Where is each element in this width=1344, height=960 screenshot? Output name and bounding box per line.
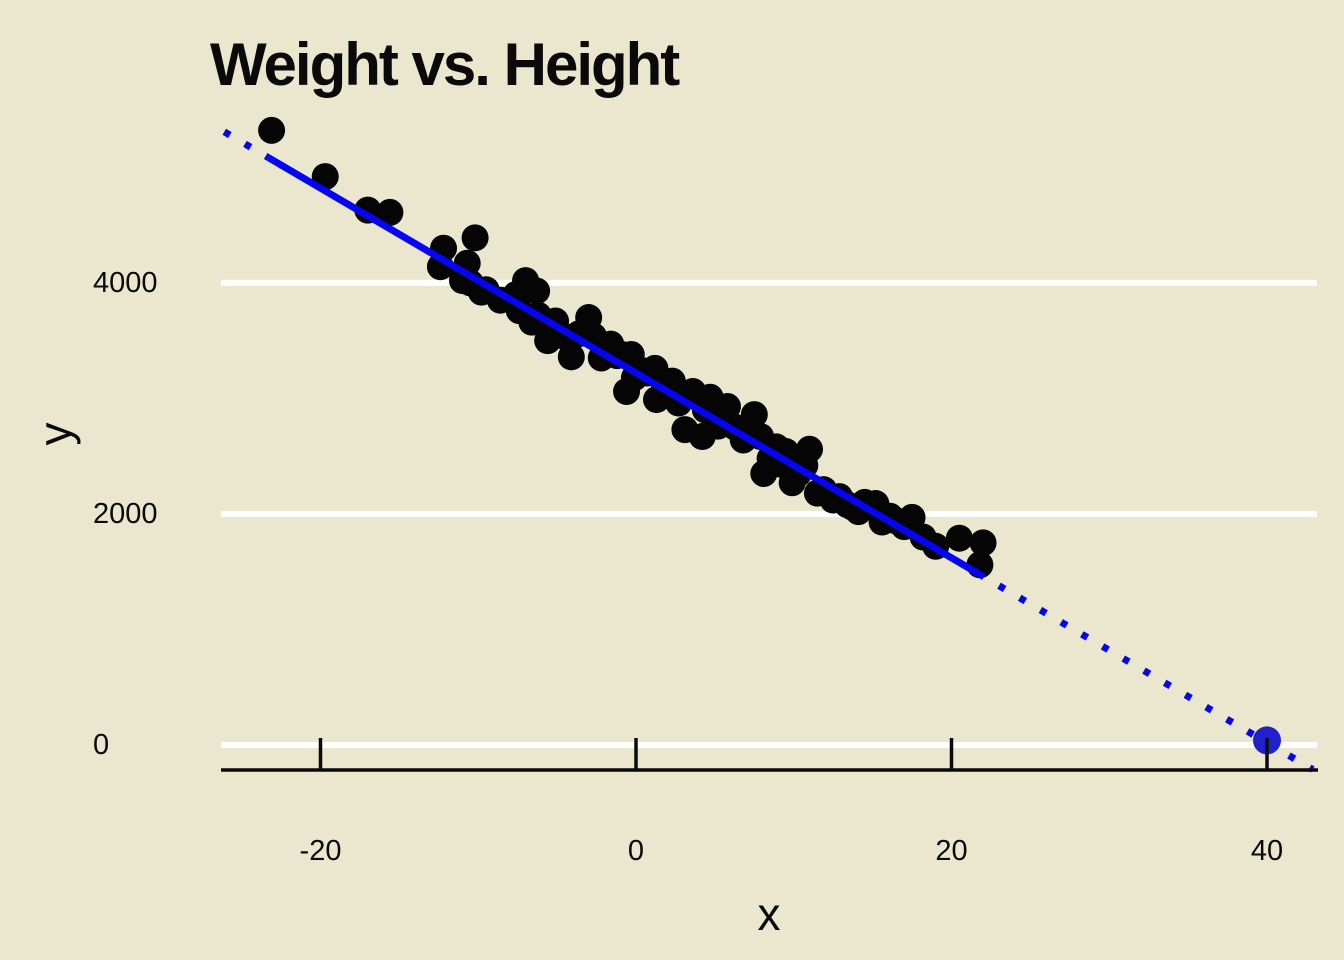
y-tick-label: 0: [93, 729, 110, 761]
y-axis-title: y: [29, 422, 81, 446]
trend-line-dotted-left: [222, 128, 271, 161]
trend-line-dotted-right: [976, 570, 1315, 773]
data-point: [523, 277, 551, 305]
data-point: [258, 116, 286, 144]
chart-title: Weight vs. Height: [210, 31, 680, 98]
trend-line-solid: [266, 154, 981, 577]
x-axis-title: x: [757, 888, 781, 940]
data-point: [461, 224, 489, 252]
y-tick-label: 2000: [93, 497, 158, 530]
x-tick-label: 40: [1250, 835, 1284, 867]
data-point: [557, 343, 585, 371]
x-tick-label: 0: [627, 835, 645, 867]
y-tick-label: 4000: [93, 266, 158, 299]
data-point: [945, 524, 973, 552]
data-point: [969, 529, 997, 557]
x-tick-label: -20: [299, 835, 342, 867]
x-tick-label: 20: [935, 835, 968, 867]
data-point: [376, 198, 404, 226]
